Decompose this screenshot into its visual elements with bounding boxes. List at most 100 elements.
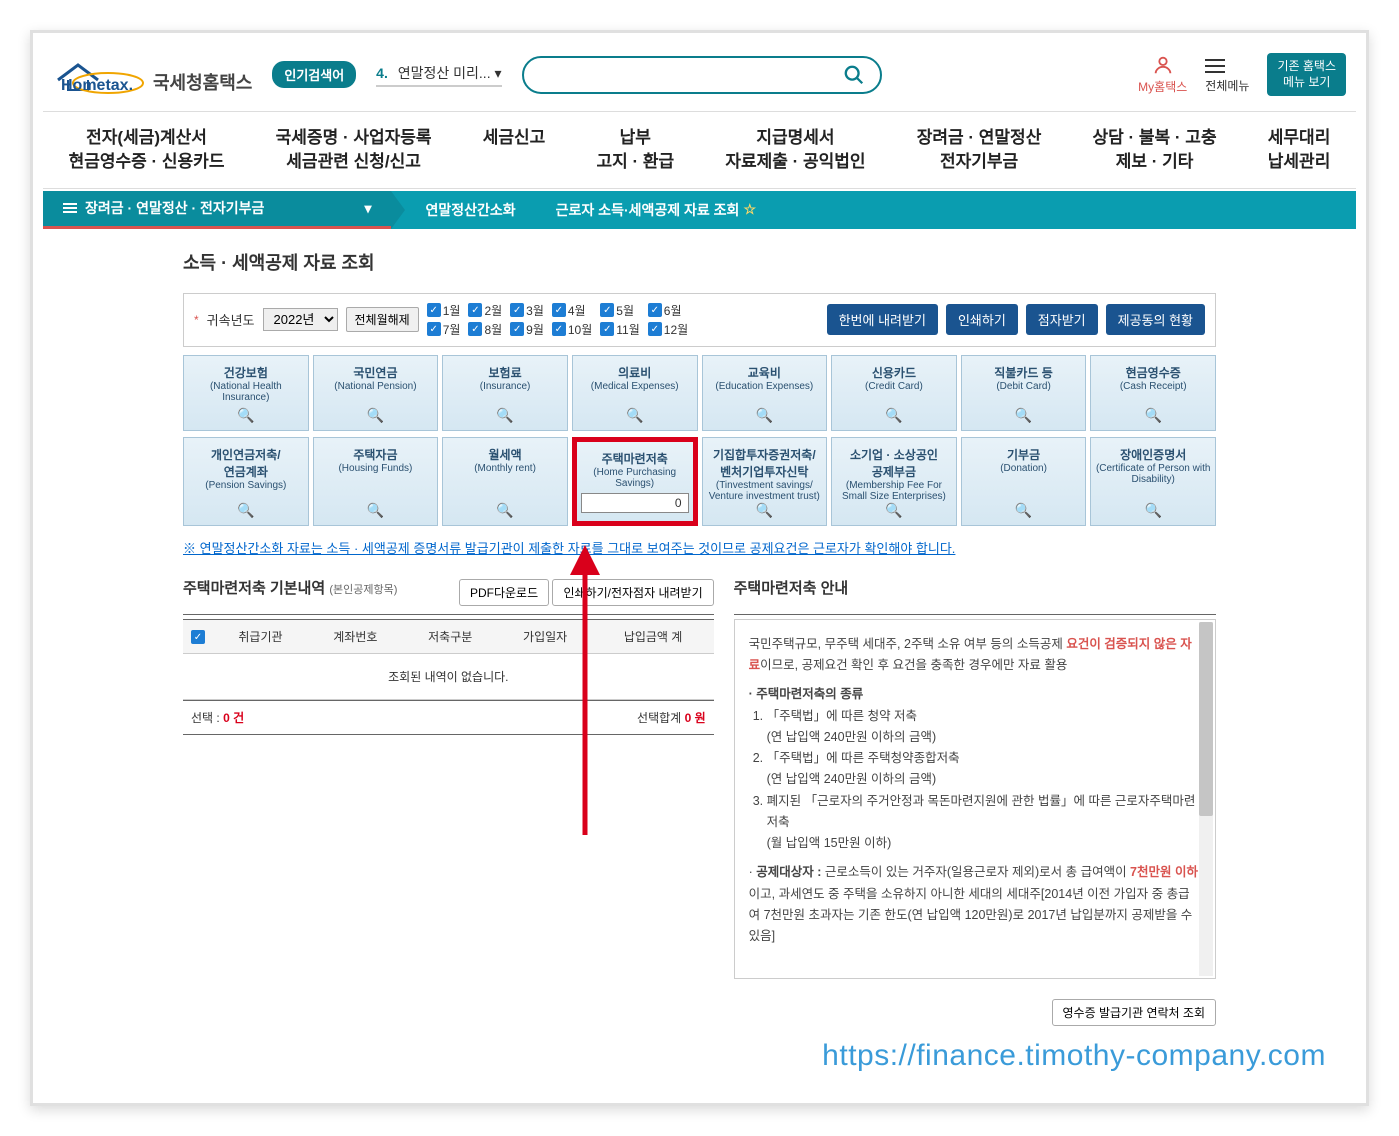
detail-table: ✓취급기관계좌번호저축구분가입일자납입금액 계 조회된 내역이 없습니다.	[183, 619, 714, 700]
deduction-card[interactable]: 건강보험(National Health Insurance)🔍	[183, 355, 309, 431]
trending-badge: 인기검색어	[272, 61, 356, 88]
nav-item[interactable]: 지급명세서자료제출 · 공익법인	[725, 126, 865, 174]
detail-title: 주택마련저축 기본내역 (본인공제항목)	[183, 577, 397, 598]
deduction-card[interactable]: 현금영수증(Cash Receipt)🔍	[1090, 355, 1216, 431]
magnify-icon: 🔍	[496, 407, 513, 424]
search-icon[interactable]	[843, 64, 865, 86]
magnify-icon: 🔍	[626, 407, 643, 424]
scrollbar[interactable]	[1199, 622, 1213, 976]
month-checkbox[interactable]: ✓ 6월	[648, 302, 688, 319]
magnify-icon: 🔍	[1015, 502, 1032, 519]
filter-row: * 귀속년도 2022년 전체월해제 ✓ 1월✓ 2월✓ 3월✓ 4월✓ 5월✓…	[183, 293, 1216, 347]
crumb-level-3[interactable]: 근로자 소득·세액공제 자료 조회 ☆	[536, 191, 776, 229]
deduction-card[interactable]: 개인연금저축/연금계좌(Pension Savings)🔍	[183, 437, 309, 526]
crumb-level-1[interactable]: 장려금 · 연말정산 · 전자기부금 ▾	[43, 191, 391, 229]
year-select[interactable]: 2022년	[263, 308, 338, 331]
magnify-icon: 🔍	[756, 407, 773, 424]
search-box	[522, 56, 882, 94]
crumb-level-2[interactable]: 연말정산간소화	[405, 191, 535, 229]
nav-item[interactable]: 전자(세금)계산서현금영수증 · 신용카드	[69, 126, 225, 174]
trending-item[interactable]: 4. 연말정산 미리... ▾	[376, 63, 501, 87]
empty-message: 조회된 내역이 없습니다.	[183, 653, 714, 699]
table-header: ✓	[183, 619, 213, 653]
notice-text[interactable]: ※ 연말정산간소화 자료는 소득 · 세액공제 증명서류 발급기관이 제출한 자…	[183, 538, 1216, 557]
logo-suffix: 국세청홈택스	[153, 69, 252, 95]
year-label: 귀속년도	[207, 310, 255, 329]
info-panel: 국민주택규모, 무주택 세대주, 2주택 소유 여부 등의 소득공제 요건이 검…	[734, 619, 1216, 979]
nav-item[interactable]: 상담 · 불복 · 고충제보 · 기타	[1093, 126, 1217, 174]
deduction-cards-row2: 개인연금저축/연금계좌(Pension Savings)🔍주택자금(Housin…	[183, 437, 1216, 526]
magnify-icon: 🔍	[756, 502, 773, 519]
magnify-icon: 🔍	[885, 502, 902, 519]
magnify-icon: 🔍	[237, 502, 254, 519]
star-icon[interactable]: ☆	[743, 201, 756, 218]
month-checkbox[interactable]: ✓ 3월	[510, 302, 544, 319]
nav-item[interactable]: 국세증명 · 사업자등록세금관련 신청/신고	[276, 126, 432, 174]
logo[interactable]: Hometax. 국세청홈택스	[53, 55, 252, 95]
info-title: 주택마련저축 안내	[734, 577, 849, 598]
svg-text:Hometax.: Hometax.	[61, 77, 133, 94]
table-header: 취급기관	[213, 619, 308, 653]
deduction-card[interactable]: 장애인증명서(Certificate of Person with Disabi…	[1090, 437, 1216, 526]
breadcrumb-bar: 장려금 · 연말정산 · 전자기부금 ▾ 연말정산간소화 근로자 소득·세액공제…	[43, 191, 1356, 229]
month-checkbox[interactable]: ✓ 11월	[600, 321, 640, 338]
deduction-card[interactable]: 국민연금(National Pension)🔍	[313, 355, 439, 431]
deduction-card[interactable]: 주택마련저축(Home Purchasing Savings)0	[572, 437, 698, 526]
pdf-download-button[interactable]: PDF다운로드	[459, 579, 549, 606]
month-checkbox[interactable]: ✓ 12월	[648, 321, 688, 338]
month-checkbox[interactable]: ✓ 9월	[510, 321, 544, 338]
month-checkbox[interactable]: ✓ 1월	[427, 302, 461, 319]
clear-months-button[interactable]: 전체월해제	[346, 307, 419, 332]
deduction-card[interactable]: 기집합투자증권저축/벤처기업투자신탁(Tinvestment savings/ …	[702, 437, 828, 526]
card-value: 0	[581, 493, 689, 513]
month-checkboxes: ✓ 1월 ✓ 2월 ✓ 3월 ✓ 4월 ✓ 5월 ✓ 6월 ✓ 7월 ✓ 8월 ✓ 9월 ✓ 10…	[427, 302, 688, 338]
classic-menu-button[interactable]: 기존 홈택스 메뉴 보기	[1267, 53, 1346, 96]
deduction-card[interactable]: 의료비(Medical Expenses)🔍	[572, 355, 698, 431]
page-title: 소득 · 세액공제 자료 조회	[183, 249, 1216, 275]
print-braille-button[interactable]: 인쇄하기/전자점자 내려받기	[552, 579, 713, 606]
magnify-icon: 🔍	[1144, 502, 1161, 519]
deduction-card[interactable]: 주택자금(Housing Funds)🔍	[313, 437, 439, 526]
hamburger-icon	[63, 201, 77, 215]
table-header: 계좌번호	[308, 619, 403, 653]
search-input[interactable]	[539, 67, 843, 83]
month-checkbox[interactable]: ✓ 2월	[468, 302, 502, 319]
issuer-contact-button[interactable]: 영수증 발급기관 연락처 조회	[1052, 999, 1216, 1026]
magnify-icon: 🔍	[367, 502, 384, 519]
month-checkbox[interactable]: ✓ 4월	[552, 302, 592, 319]
deduction-card[interactable]: 소기업 · 소상공인공제부금(Membership Fee For Small …	[831, 437, 957, 526]
main-nav: 전자(세금)계산서현금영수증 · 신용카드 국세증명 · 사업자등록세금관련 신청…	[43, 111, 1356, 189]
month-checkbox[interactable]: ✓ 7월	[427, 321, 461, 338]
month-checkbox[interactable]: ✓ 10월	[552, 321, 592, 338]
deduction-card[interactable]: 월세액(Monthly rent)🔍	[442, 437, 568, 526]
deduction-card[interactable]: 신용카드(Credit Card)🔍	[831, 355, 957, 431]
header-bar: Hometax. 국세청홈택스 인기검색어 4. 연말정산 미리... ▾ My…	[43, 53, 1356, 111]
my-hometax-link[interactable]: My홈택스	[1138, 54, 1187, 95]
magnify-icon: 🔍	[496, 502, 513, 519]
nav-item[interactable]: 납부고지 · 환급	[596, 126, 674, 174]
deduction-card[interactable]: 기부금(Donation)🔍	[961, 437, 1087, 526]
deduction-card[interactable]: 직불카드 등(Debit Card)🔍	[961, 355, 1087, 431]
deduction-card[interactable]: 보험료(Insurance)🔍	[442, 355, 568, 431]
checkbox[interactable]: ✓	[191, 630, 205, 644]
nav-item[interactable]: 세무대리납세관리	[1268, 126, 1331, 174]
download-all-button[interactable]: 한번에 내려받기	[827, 304, 938, 335]
hamburger-icon	[1205, 59, 1249, 73]
nav-item[interactable]: 세금신고	[483, 126, 546, 174]
month-checkbox[interactable]: ✓ 8월	[468, 321, 502, 338]
person-icon	[1152, 54, 1174, 76]
all-menu-link[interactable]: 전체메뉴	[1205, 55, 1249, 94]
consent-status-button[interactable]: 제공동의 현황	[1106, 304, 1205, 335]
nav-item[interactable]: 장려금 · 연말정산전자기부금	[917, 126, 1042, 174]
hometax-logo-icon: Hometax.	[53, 55, 153, 95]
braille-button[interactable]: 점자받기	[1026, 304, 1098, 335]
month-checkbox[interactable]: ✓ 5월	[600, 302, 640, 319]
table-footer: 선택 : 0 건 선택합계 0 원	[183, 700, 714, 735]
watermark-text: https://finance.timothy-company.com	[822, 1039, 1326, 1073]
deduction-card[interactable]: 교육비(Education Expenses)🔍	[702, 355, 828, 431]
magnify-icon: 🔍	[367, 407, 384, 424]
magnify-icon: 🔍	[1015, 407, 1032, 424]
magnify-icon: 🔍	[1144, 407, 1161, 424]
table-header: 저축구분	[403, 619, 498, 653]
print-button[interactable]: 인쇄하기	[946, 304, 1018, 335]
